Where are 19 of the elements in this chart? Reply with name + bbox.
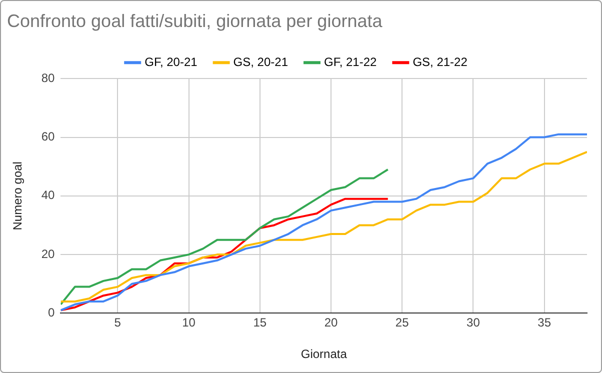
legend-label: GS, 21-22: [412, 54, 468, 69]
x-tick-label: 5: [114, 316, 122, 330]
y-tick-label: 60: [41, 130, 56, 144]
legend-label: GF, 21-22: [324, 54, 378, 69]
x-axis-title: Giornata: [300, 347, 348, 362]
y-axis-title: Numero goal: [10, 162, 25, 230]
x-tick-label: 15: [253, 316, 267, 330]
x-tick-label: 25: [395, 316, 410, 330]
y-tick-label: 80: [41, 70, 56, 85]
x-tick-label: 10: [182, 316, 196, 330]
chart-title: Confronto goal fatti/subiti, giornata per giornata: [7, 10, 384, 31]
legend-label: GF, 20-21: [144, 54, 198, 69]
y-tick-label: 40: [41, 188, 56, 202]
y-tick-label: 0: [48, 306, 56, 320]
x-tick-label: 20: [324, 316, 338, 330]
legend-label: GS, 20-21: [233, 54, 288, 69]
y-tick-label: 20: [41, 246, 56, 261]
x-tick-label: 30: [466, 316, 480, 330]
x-tick-label: 35: [538, 316, 552, 330]
